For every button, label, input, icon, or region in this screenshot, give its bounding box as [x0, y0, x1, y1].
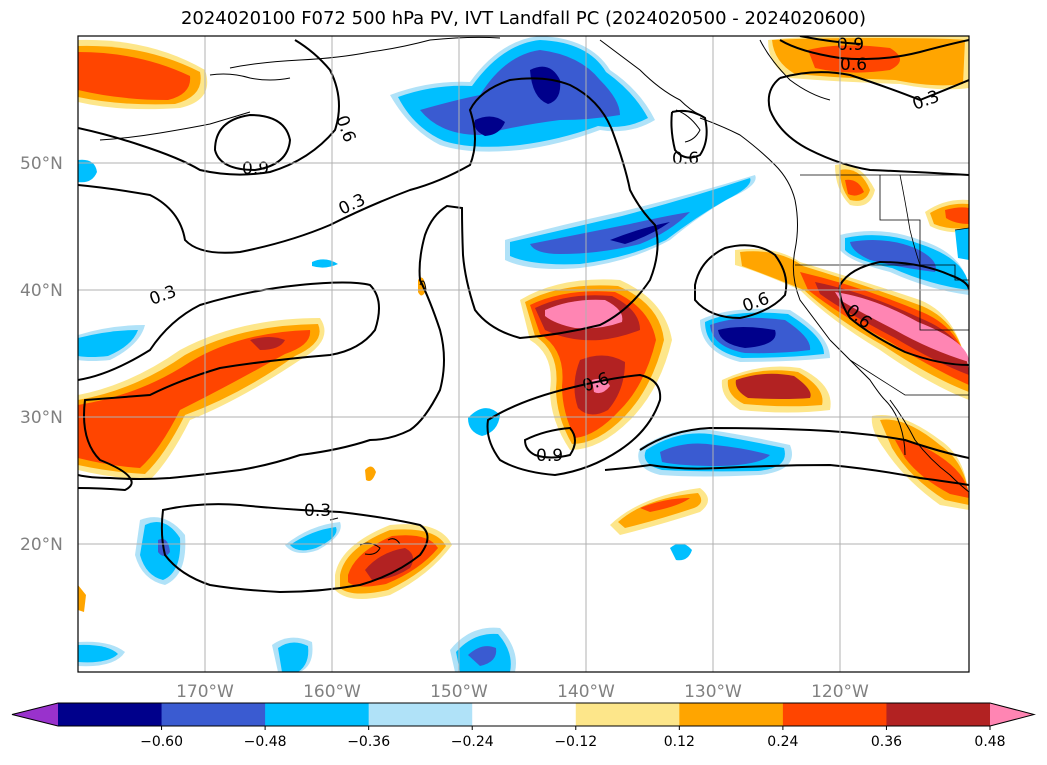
political-borders: [795, 174, 969, 396]
lat-label: 20°N: [20, 535, 63, 555]
anomaly-negative-east: [955, 228, 969, 260]
contour-label: 0.3: [304, 501, 331, 521]
colorbar-extend-max: [990, 703, 1034, 726]
anomaly-positive-hawaii: [335, 524, 452, 599]
lat-label: 30°N: [20, 408, 63, 428]
lon-label: 130°W: [684, 682, 742, 702]
anomaly-positive-center: [520, 279, 672, 450]
anomaly-positive-rockies: [925, 199, 969, 233]
anomaly-negative-small-3: [670, 543, 692, 561]
colorbar-segment: [782, 703, 887, 726]
lon-label: 140°W: [557, 682, 615, 702]
lon-label: 150°W: [430, 682, 488, 702]
colorbar-tick-label: −0.60: [140, 734, 183, 750]
anomaly-negative-mid-pac: [505, 175, 756, 269]
anomaly-negative-nw-small: [78, 159, 97, 183]
contour-label: 0.9: [837, 35, 864, 55]
anomaly-negative-subtropic: [638, 429, 792, 477]
colorbar-segment: [161, 703, 266, 726]
colorbar-tick-label: −0.48: [244, 734, 287, 750]
anomaly-positive-east-pac: [610, 488, 708, 535]
lat-label: 40°N: [20, 281, 63, 301]
lon-label: 170°W: [176, 682, 234, 702]
colorbar-segment: [472, 703, 577, 726]
colorbar-tick-label: 0.24: [767, 734, 798, 750]
lon-label: 120°W: [811, 682, 869, 702]
colorbar: −0.60 −0.48 −0.36 −0.24 −0.12 0.12 0.24 0.36 0.4…: [11, 702, 1036, 750]
anomaly-negative-gulf-alaska: [390, 36, 655, 152]
anomaly-negative-south-2: [272, 637, 313, 672]
anomaly-negative-south-3: [78, 641, 125, 667]
colorbar-tick-label: 0.36: [871, 734, 902, 750]
anomaly-negative-hawaii-w: [285, 522, 341, 554]
contour-label: 0.6: [840, 55, 867, 75]
anomaly-positive-small-3: [78, 585, 86, 612]
colorbar-tick-label: −0.36: [347, 734, 390, 750]
colorbar-segment: [368, 703, 473, 726]
anomaly-positive-nw: [78, 39, 208, 110]
anomaly-negative-california: [700, 308, 830, 362]
colorbar-segment: [679, 703, 784, 726]
colorbar-extend-min: [12, 703, 58, 726]
colorbar-tick-label: −0.24: [451, 734, 494, 750]
anomaly-negative-south-1: [450, 627, 516, 672]
colorbar-segment: [58, 703, 163, 726]
anomaly-negative-sw: [135, 517, 186, 585]
colorbar-segment: [575, 703, 680, 726]
pc-contours: [78, 36, 969, 594]
contour-label: 0.9: [536, 446, 563, 466]
colorbar-segment: [886, 703, 991, 726]
anomaly-negative-west: [78, 325, 145, 361]
contour-label: 0.9: [242, 159, 269, 179]
colorbar-outline: [11, 702, 1036, 727]
anomaly-positive-small-1: [365, 466, 376, 481]
colorbar-tick-label: 0.12: [664, 734, 695, 750]
map-title: 2024020100 F072 500 hPa PV, IVT Landfall…: [180, 8, 867, 29]
anomaly-negative-small-center: [468, 408, 500, 436]
anomaly-positive-canada: [768, 36, 969, 90]
lon-label: 160°W: [303, 682, 361, 702]
colorbar-tick-label: −0.12: [554, 734, 597, 750]
contour-label: 0.6: [672, 149, 699, 169]
gridlines: [78, 36, 969, 672]
colorbar-segment: [265, 703, 370, 726]
anomaly-positive-baja: [721, 366, 831, 413]
map-frame: [77, 35, 970, 673]
colorbar-tick-label: 0.48: [974, 734, 1005, 750]
lat-label: 50°N: [20, 154, 63, 174]
